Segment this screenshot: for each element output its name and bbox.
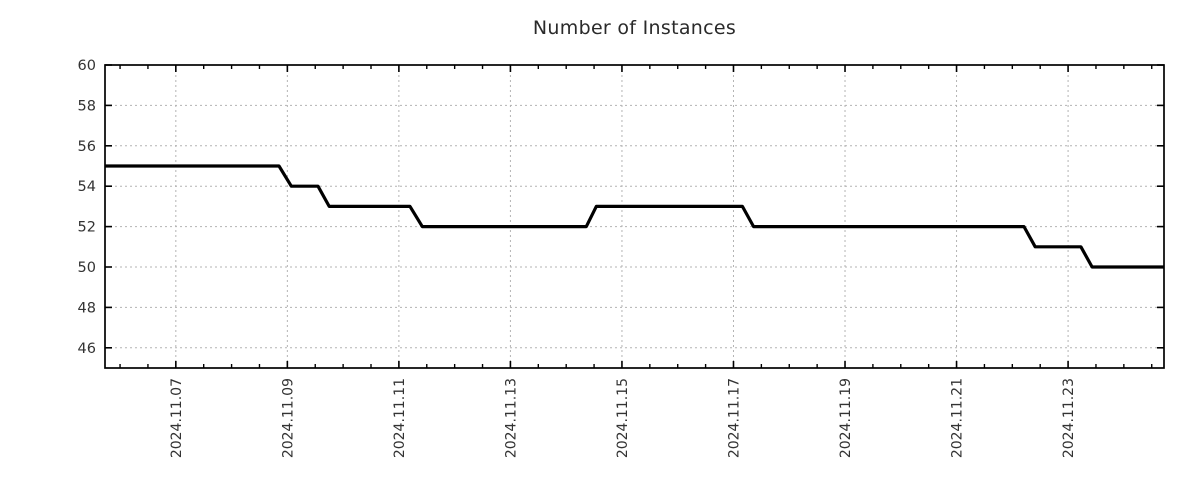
svg-text:2024.11.19: 2024.11.19 bbox=[838, 378, 854, 458]
svg-text:60: 60 bbox=[78, 58, 96, 74]
svg-text:54: 54 bbox=[78, 179, 96, 195]
svg-text:50: 50 bbox=[78, 260, 96, 276]
svg-text:2024.11.15: 2024.11.15 bbox=[615, 378, 631, 458]
svg-text:52: 52 bbox=[78, 220, 96, 236]
svg-text:48: 48 bbox=[78, 300, 96, 316]
svg-text:2024.11.07: 2024.11.07 bbox=[169, 378, 185, 458]
svg-text:46: 46 bbox=[78, 341, 96, 357]
chart-title: Number of Instances bbox=[532, 17, 737, 39]
svg-text:2024.11.09: 2024.11.09 bbox=[280, 378, 296, 458]
svg-text:2024.11.23: 2024.11.23 bbox=[1061, 378, 1077, 458]
svg-text:2024.11.17: 2024.11.17 bbox=[726, 378, 742, 458]
svg-text:58: 58 bbox=[78, 98, 96, 114]
svg-text:56: 56 bbox=[78, 139, 96, 155]
svg-text:2024.11.13: 2024.11.13 bbox=[503, 378, 519, 458]
svg-text:2024.11.21: 2024.11.21 bbox=[950, 378, 966, 458]
svg-text:2024.11.11: 2024.11.11 bbox=[392, 378, 408, 458]
